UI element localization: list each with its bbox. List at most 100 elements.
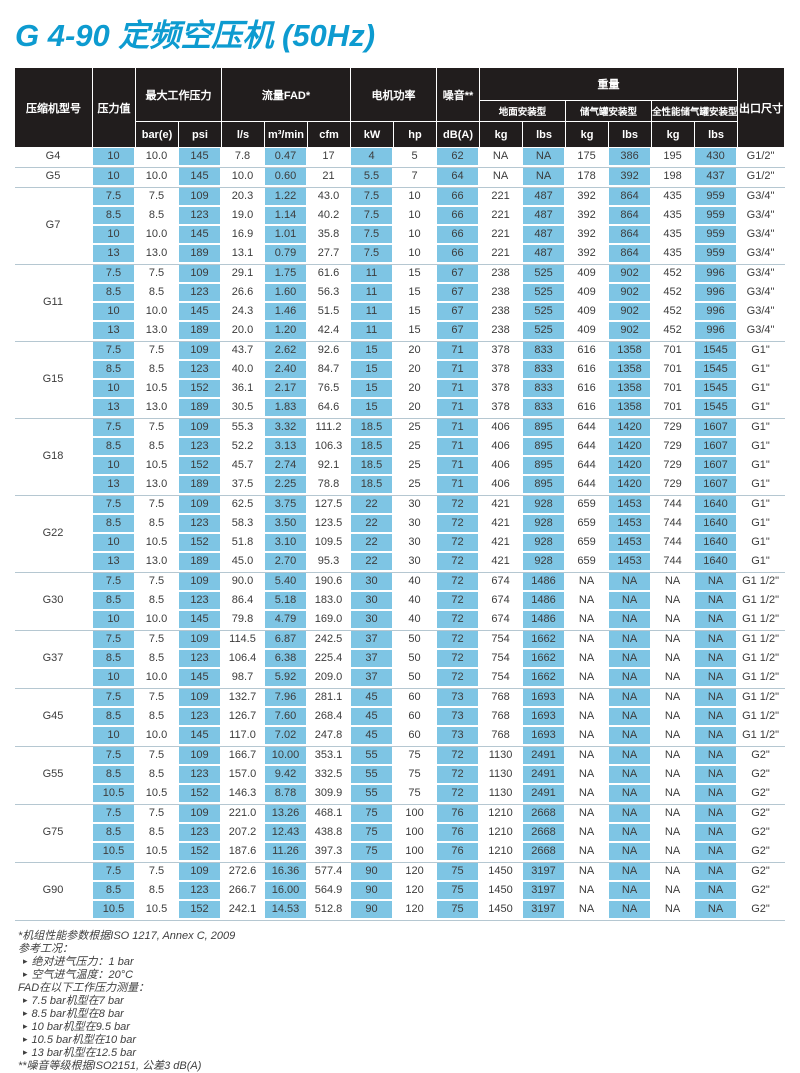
- table-cell: 117.0: [222, 727, 265, 746]
- table-cell: 3197: [523, 901, 567, 920]
- table-cell: 10: [394, 188, 438, 207]
- table-cell: 73: [437, 727, 481, 746]
- table-cell: 189: [179, 553, 222, 572]
- table-cell: 30: [351, 592, 395, 611]
- table-cell: NA: [609, 766, 653, 785]
- table-cell: NA: [609, 708, 653, 727]
- bullet-icon: ▸: [23, 1008, 28, 1018]
- table-row: 8.5 8.5 123 86.4 5.18 183.0 30 40 72 674 1486 NA NA N…: [15, 592, 786, 611]
- table-cell: 100: [394, 824, 438, 843]
- table-cell: 152: [179, 534, 222, 553]
- table-row: 13 13.0 189 30.5 1.83 64.6 15 20 71 378 833 616 1358…: [15, 399, 786, 418]
- table-cell: G3/4": [738, 207, 786, 226]
- table-cell: 2.70: [265, 553, 308, 572]
- table-cell: 10.0: [136, 669, 179, 688]
- table-cell: 51.5: [308, 303, 352, 322]
- table-cell: 13.0: [136, 245, 179, 264]
- table-cell: 30: [394, 515, 438, 534]
- table-cell: 864: [609, 188, 653, 207]
- table-cell: 959: [695, 226, 739, 245]
- table-cell: 1693: [523, 689, 567, 708]
- table-cell: NA: [566, 573, 610, 592]
- table-cell: 7.5: [136, 689, 179, 708]
- table-cell: 24.3: [222, 303, 265, 322]
- table-cell: 111.2: [308, 419, 352, 438]
- table-cell: 754: [480, 631, 524, 650]
- table-cell: 22: [351, 496, 395, 515]
- table-cell: 73: [437, 689, 481, 708]
- table-cell: 928: [523, 553, 567, 572]
- table-cell: 30: [351, 611, 395, 630]
- table-row: 8.5 8.5 123 58.3 3.50 123.5 22 30 72 421 928 659 145…: [15, 515, 786, 534]
- table-cell: 1693: [523, 727, 567, 746]
- table-cell: 268.4: [308, 708, 352, 727]
- table-row: 10.5 10.5 152 187.6 11.26 397.3 75 100 76 1210 266…: [15, 843, 786, 862]
- table-cell: G1": [738, 438, 786, 457]
- table-cell: 659: [566, 496, 610, 515]
- table-cell: 132.7: [222, 689, 265, 708]
- table-body: G4 10 10.0 145 7.8 0.47 17 4 5 62 NA NA 175 386 195 430…: [15, 148, 786, 921]
- col-header-unit: cfm: [308, 122, 352, 148]
- col-header-weight-tank-mount: 储气罐安装型: [566, 101, 653, 122]
- table-cell: NA: [523, 168, 567, 187]
- footnote-item: FAD在以下工作压力测量：: [18, 982, 785, 995]
- table-cell: 7.60: [265, 708, 308, 727]
- table-cell: 7.5: [93, 342, 136, 361]
- col-header-unit: kg: [652, 122, 696, 148]
- table-row: 10 10.0 145 79.8 4.79 169.0 30 40 72 674 1486 NA NA N…: [15, 611, 786, 630]
- table-cell: 281.1: [308, 689, 352, 708]
- table-cell: 109: [179, 689, 222, 708]
- table-cell: 644: [566, 457, 610, 476]
- table-cell: 7.5: [93, 188, 136, 207]
- table-cell: 76: [437, 805, 481, 824]
- table-cell: 55.3: [222, 419, 265, 438]
- table-cell: NA: [566, 805, 610, 824]
- table-row: G22 7.5 7.5 109 62.5 3.75 127.5 22 30 72 421 928 659…: [15, 496, 786, 572]
- table-cell: G1": [738, 361, 786, 380]
- table-cell: 25: [394, 419, 438, 438]
- table-cell: 10.5: [136, 785, 179, 804]
- table-cell: NA: [652, 863, 696, 882]
- table-cell: NA: [695, 650, 739, 669]
- table-cell: 833: [523, 380, 567, 399]
- spec-table: 压缩机型号 压力值 最大工作压力 流量FAD* 电机功率 噪音** 重量 出口尺…: [15, 68, 786, 921]
- table-cell: 7.5: [351, 188, 395, 207]
- table-cell: 18.5: [351, 457, 395, 476]
- page-title: G 4-90 定频空压机 (50Hz): [15, 18, 376, 53]
- table-cell: 1453: [609, 534, 653, 553]
- table-cell: 7.5: [136, 863, 179, 882]
- col-header-unit: psi: [179, 122, 222, 148]
- table-cell: NA: [695, 785, 739, 804]
- bullet-icon: ▸: [23, 995, 28, 1005]
- table-cell: 392: [566, 207, 610, 226]
- table-cell: NA: [609, 824, 653, 843]
- table-cell: 86.4: [222, 592, 265, 611]
- table-cell: 90: [351, 882, 395, 901]
- table-cell: 221: [480, 188, 524, 207]
- table-cell: 22: [351, 534, 395, 553]
- table-cell: 397.3: [308, 843, 352, 862]
- table-cell: 744: [652, 496, 696, 515]
- table-cell: NA: [523, 148, 567, 167]
- table-cell: 11: [351, 284, 395, 303]
- table-cell: 1420: [609, 419, 653, 438]
- table-cell: NA: [695, 766, 739, 785]
- table-cell: 1607: [695, 457, 739, 476]
- table-cell: 452: [652, 265, 696, 284]
- table-row: G55 7.5 7.5 109 166.7 10.00 353.1 55 75 72 1130 249…: [15, 747, 786, 804]
- table-cell: 62: [437, 148, 481, 167]
- table-cell: 928: [523, 534, 567, 553]
- table-cell: 2668: [523, 843, 567, 862]
- table-cell: 902: [609, 303, 653, 322]
- col-header-unit: lbs: [523, 122, 567, 148]
- footnote-item: 参考工况：: [18, 943, 785, 956]
- table-cell: 71: [437, 438, 481, 457]
- table-cell: 11: [351, 322, 395, 341]
- table-cell: G1 1/2": [738, 650, 786, 669]
- group-separator-line: [15, 341, 786, 342]
- table-cell: 72: [437, 785, 481, 804]
- table-cell: 644: [566, 438, 610, 457]
- table-cell: 56.3: [308, 284, 352, 303]
- col-header-unit: kW: [351, 122, 395, 148]
- table-cell: 8.5: [136, 361, 179, 380]
